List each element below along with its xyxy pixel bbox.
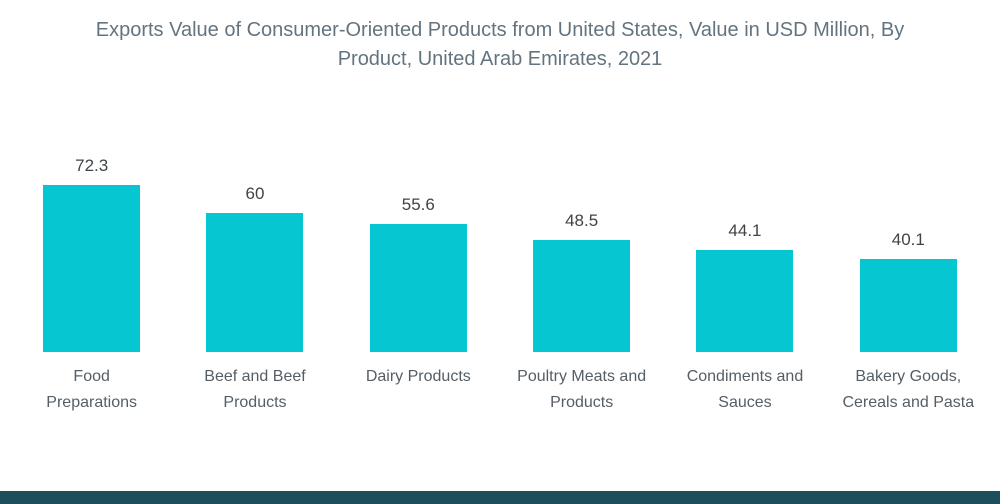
bar <box>206 213 304 352</box>
bar-value-label: 48.5 <box>565 211 599 230</box>
bar-value-label: 44.1 <box>728 221 762 240</box>
bar-column: 72.3 Food Preparations <box>10 110 173 415</box>
footer-strip <box>0 491 1000 504</box>
bar-area: 48.5 <box>533 110 631 352</box>
bar <box>533 240 631 352</box>
bar-column: 44.1 Condiments and Sauces <box>663 110 826 415</box>
bar <box>859 259 957 352</box>
category-label: Poultry Meats and Products <box>517 368 647 411</box>
bar-area: 72.3 <box>43 110 141 352</box>
category-label: Bakery Goods, Cereals and Pasta <box>842 368 975 411</box>
bar-value-label: 72.3 <box>75 156 109 175</box>
bar-column: 40.1 Bakery Goods, Cereals and Pasta <box>827 110 990 415</box>
bar-column: 48.5 Poultry Meats and Products <box>500 110 663 415</box>
bar <box>43 185 141 352</box>
bar-value-label: 40.1 <box>891 230 925 249</box>
bar-column: 55.6 Dairy Products <box>337 110 500 390</box>
bar-area: 44.1 <box>696 110 794 352</box>
bar-area: 55.6 <box>369 110 467 352</box>
bar-value-label: 55.6 <box>401 195 435 214</box>
bar-column: 60 Beef and Beef Products <box>173 110 336 415</box>
chart-title: Exports Value of Consumer-Oriented Produ… <box>95 19 905 70</box>
bar-area: 40.1 <box>859 110 957 352</box>
bar-area: 60 <box>206 110 304 352</box>
category-label: Beef and Beef Products <box>204 368 306 411</box>
bar-chart: 72.3 Food Preparations 60 Beef and Beef … <box>0 110 1000 415</box>
bar-value-label: 60 <box>245 184 265 203</box>
category-label: Condiments and Sauces <box>686 368 804 411</box>
bar <box>369 224 467 352</box>
category-label: Dairy Products <box>365 368 471 385</box>
category-label: Food Preparations <box>46 368 138 411</box>
bar <box>696 250 794 352</box>
